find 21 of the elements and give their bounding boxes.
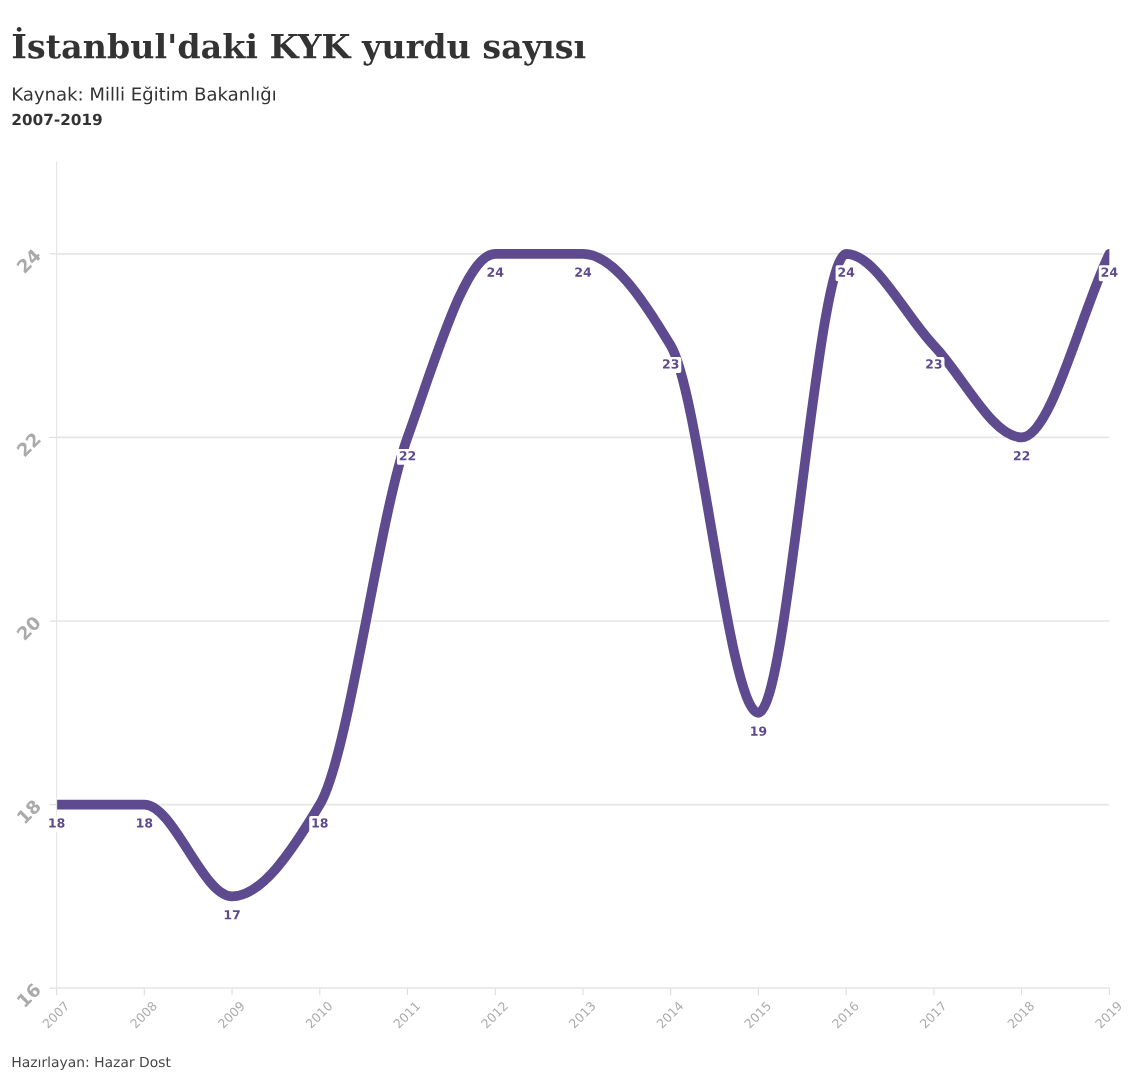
- data-label: 23: [663, 359, 679, 369]
- data-label: 24: [1101, 267, 1118, 277]
- data-label: 17: [224, 910, 240, 920]
- chart-title: İstanbul'daki KYK yurdu sayısı: [12, 27, 586, 66]
- data-label: 23: [926, 359, 942, 369]
- y-tick-label: 16: [16, 982, 42, 1008]
- data-label: 18: [49, 818, 65, 828]
- data-label: 24: [575, 267, 592, 277]
- data-label: 22: [1013, 451, 1030, 461]
- data-label: 18: [312, 818, 328, 828]
- y-tick-label: 22: [15, 431, 42, 457]
- y-tick-label: 24: [15, 247, 42, 274]
- data-label: 18: [137, 818, 153, 828]
- data-label: 22: [399, 451, 416, 461]
- y-tick-label: 20: [15, 614, 42, 641]
- data-label: 24: [487, 267, 504, 277]
- text: Hazırlayan: Hazar Dost: [12, 1056, 171, 1070]
- y-tick-label: 18: [16, 798, 42, 824]
- chart-subtitle: Kaynak: Milli Eğitim Bakanlığı 2007-2019: [12, 86, 275, 126]
- data-label: 24: [838, 267, 855, 277]
- data-label: 19: [751, 726, 767, 736]
